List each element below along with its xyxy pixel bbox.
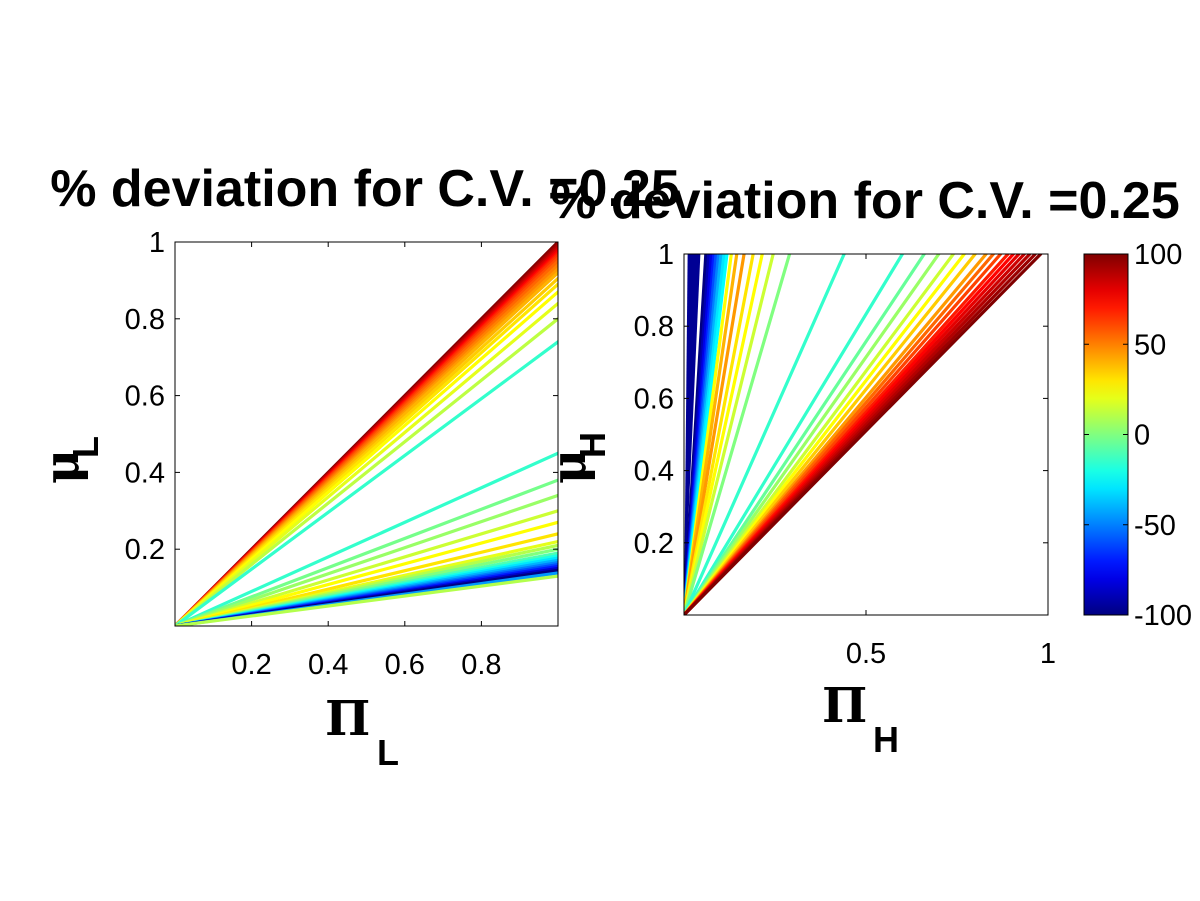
- right-y-axis-label: μ H: [541, 432, 613, 484]
- contour-line: [175, 478, 558, 626]
- right-y-label-subscript: H: [572, 432, 613, 458]
- colorbar-tick-label: -50: [1134, 510, 1176, 542]
- colorbar-tick-label: 0: [1134, 420, 1150, 452]
- y-tick-label: 0.8: [125, 304, 165, 336]
- left-y-axis-label: μ L: [34, 436, 106, 484]
- right-plot-title: % deviation for C.V. =0.25: [550, 172, 1180, 230]
- contour-line: [175, 340, 558, 626]
- y-tick-label: 0.6: [634, 383, 674, 415]
- contour-line: [684, 254, 792, 615]
- contour-line: [684, 254, 941, 615]
- y-tick-label: 0.2: [125, 534, 165, 566]
- y-tick-label: 0.8: [634, 311, 674, 343]
- x-tick-label: 0.6: [385, 649, 425, 681]
- contour-line: [684, 254, 846, 615]
- contour-line: [684, 254, 926, 615]
- colorbar-gradient: [1084, 254, 1128, 615]
- contour-line: [684, 254, 1043, 615]
- right-contour-lines: [684, 254, 1043, 615]
- contour-line: [175, 493, 558, 626]
- left-y-label-subscript: L: [65, 436, 106, 458]
- left-plot: 0.2 0.4 0.6 0.8 0.2 0.4 0.6 0.8 1 % deviation fo…: [34, 160, 680, 773]
- contour-line: [175, 451, 558, 626]
- contour-line: [175, 574, 558, 626]
- y-tick-label: 1: [149, 227, 165, 259]
- left-x-axis-label: Π L: [325, 691, 399, 773]
- contour-line: [175, 509, 558, 626]
- x-tick-label: 0.2: [231, 649, 271, 681]
- colorbar-tick-label: 50: [1134, 329, 1166, 361]
- left-y-label-symbol: μ: [34, 449, 90, 484]
- colorbar-ticks: 100 50 0 -50 -100: [1084, 239, 1192, 632]
- right-x-label-symbol: Π: [822, 678, 867, 734]
- left-x-label-symbol: Π: [325, 691, 370, 747]
- contour-line: [175, 520, 558, 626]
- left-ticks: 0.2 0.4 0.6 0.8 0.2 0.4 0.6 0.8 1: [125, 227, 558, 681]
- x-tick-label: 0.4: [308, 649, 348, 681]
- left-x-label-subscript: L: [377, 732, 399, 773]
- x-tick-label: 0.5: [846, 638, 886, 670]
- y-tick-label: 0.4: [634, 456, 674, 488]
- contour-line: [684, 254, 775, 615]
- right-y-label-symbol: μ: [541, 449, 597, 484]
- contour-line: [175, 317, 558, 626]
- right-plot: 0.5 1 0.2 0.4 0.6 0.8 1 % deviation for C.V. =…: [541, 172, 1180, 760]
- y-tick-label: 0.6: [125, 381, 165, 413]
- contour-line: [684, 254, 764, 615]
- left-contour-lines: [175, 242, 558, 626]
- contour-line: [175, 301, 558, 626]
- x-tick-label: 1: [1040, 638, 1056, 670]
- contour-line: [684, 254, 905, 615]
- y-tick-label: 1: [658, 239, 674, 271]
- y-tick-label: 0.2: [634, 528, 674, 560]
- colorbar-tick-label: -100: [1134, 600, 1192, 632]
- colorbar-tick-label: 100: [1134, 239, 1182, 271]
- left-plot-frame: [174, 241, 559, 627]
- y-tick-label: 0.4: [125, 457, 165, 489]
- colorbar: 100 50 0 -50 -100: [1083, 239, 1192, 632]
- right-x-axis-label: Π H: [822, 678, 899, 760]
- x-tick-label: 0.8: [461, 649, 501, 681]
- right-ticks: 0.5 1 0.2 0.4 0.6 0.8 1: [634, 239, 1056, 670]
- right-x-label-subscript: H: [873, 719, 899, 760]
- left-plot-title: % deviation for C.V. =0.25: [50, 160, 680, 218]
